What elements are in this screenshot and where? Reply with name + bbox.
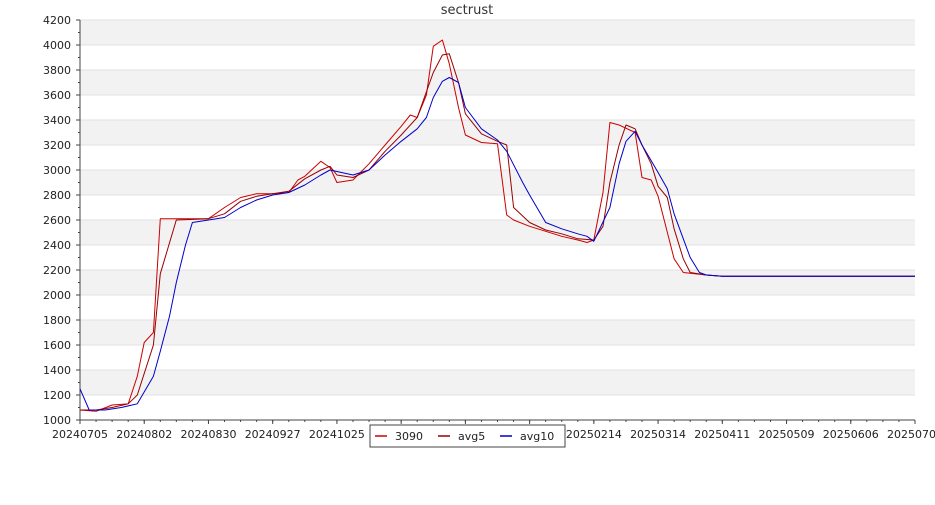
legend-label-3090: 3090 bbox=[395, 430, 423, 443]
y-tick-label: 2000 bbox=[43, 289, 71, 302]
y-tick-label: 4200 bbox=[43, 14, 71, 27]
y-tick-label: 2200 bbox=[43, 264, 71, 277]
x-tick-label: 20250214 bbox=[566, 428, 622, 441]
y-tick-label: 2600 bbox=[43, 214, 71, 227]
grid-band bbox=[80, 70, 915, 95]
chart-title: sectrust bbox=[441, 3, 493, 18]
legend: 3090 avg5 avg10 bbox=[369, 424, 566, 448]
series-line-avg5 bbox=[80, 53, 915, 411]
x-tick-label: 20240927 bbox=[245, 428, 301, 441]
y-tick-label: 1200 bbox=[43, 389, 71, 402]
legend-label-avg10: avg10 bbox=[520, 430, 554, 443]
legend-box bbox=[369, 424, 566, 448]
grid-bands bbox=[80, 19, 915, 421]
y-tick-label: 3600 bbox=[43, 89, 71, 102]
series-line-avg10 bbox=[79, 77, 915, 411]
grid-band bbox=[80, 170, 915, 195]
y-tick-label: 2800 bbox=[43, 189, 71, 202]
grid-band bbox=[80, 370, 915, 395]
x-tick-label: 20250411 bbox=[694, 428, 750, 441]
grid-band bbox=[80, 345, 915, 370]
grid-band bbox=[80, 45, 915, 70]
y-tick-label: 1000 bbox=[43, 414, 71, 427]
x-tick-label: 20240802 bbox=[116, 428, 172, 441]
x-tick-label: 20240830 bbox=[180, 428, 236, 441]
y-tick-label: 1800 bbox=[43, 314, 71, 327]
x-tick-label: 20241025 bbox=[309, 428, 365, 441]
y-tick-label: 1400 bbox=[43, 364, 71, 377]
grid-band bbox=[80, 245, 915, 270]
x-tick-label: 20250509 bbox=[759, 428, 815, 441]
x-tick-label: 20240705 bbox=[52, 428, 108, 441]
grid-band bbox=[80, 195, 915, 220]
grid-band bbox=[80, 220, 915, 245]
y-tick-label: 3800 bbox=[43, 64, 71, 77]
grid-band bbox=[80, 95, 915, 120]
grid-band bbox=[80, 20, 915, 45]
y-tick-label: 2400 bbox=[43, 239, 71, 252]
grid-band bbox=[80, 395, 915, 420]
grid-band bbox=[80, 320, 915, 345]
grid-band bbox=[80, 270, 915, 295]
x-tick-label: 20250606 bbox=[823, 428, 879, 441]
y-tick-label: 4000 bbox=[43, 39, 71, 52]
legend-label-avg5: avg5 bbox=[458, 430, 485, 443]
y-tick-label: 3400 bbox=[43, 114, 71, 127]
grid-band bbox=[80, 145, 915, 170]
y-tick-label: 3000 bbox=[43, 164, 71, 177]
series-layer bbox=[79, 39, 915, 412]
grid-band bbox=[80, 295, 915, 320]
y-tick-label: 3200 bbox=[43, 139, 71, 152]
x-tick-label: 20250704 bbox=[887, 428, 935, 441]
y-tick-label: 1600 bbox=[43, 339, 71, 352]
x-tick-label: 20250314 bbox=[630, 428, 686, 441]
